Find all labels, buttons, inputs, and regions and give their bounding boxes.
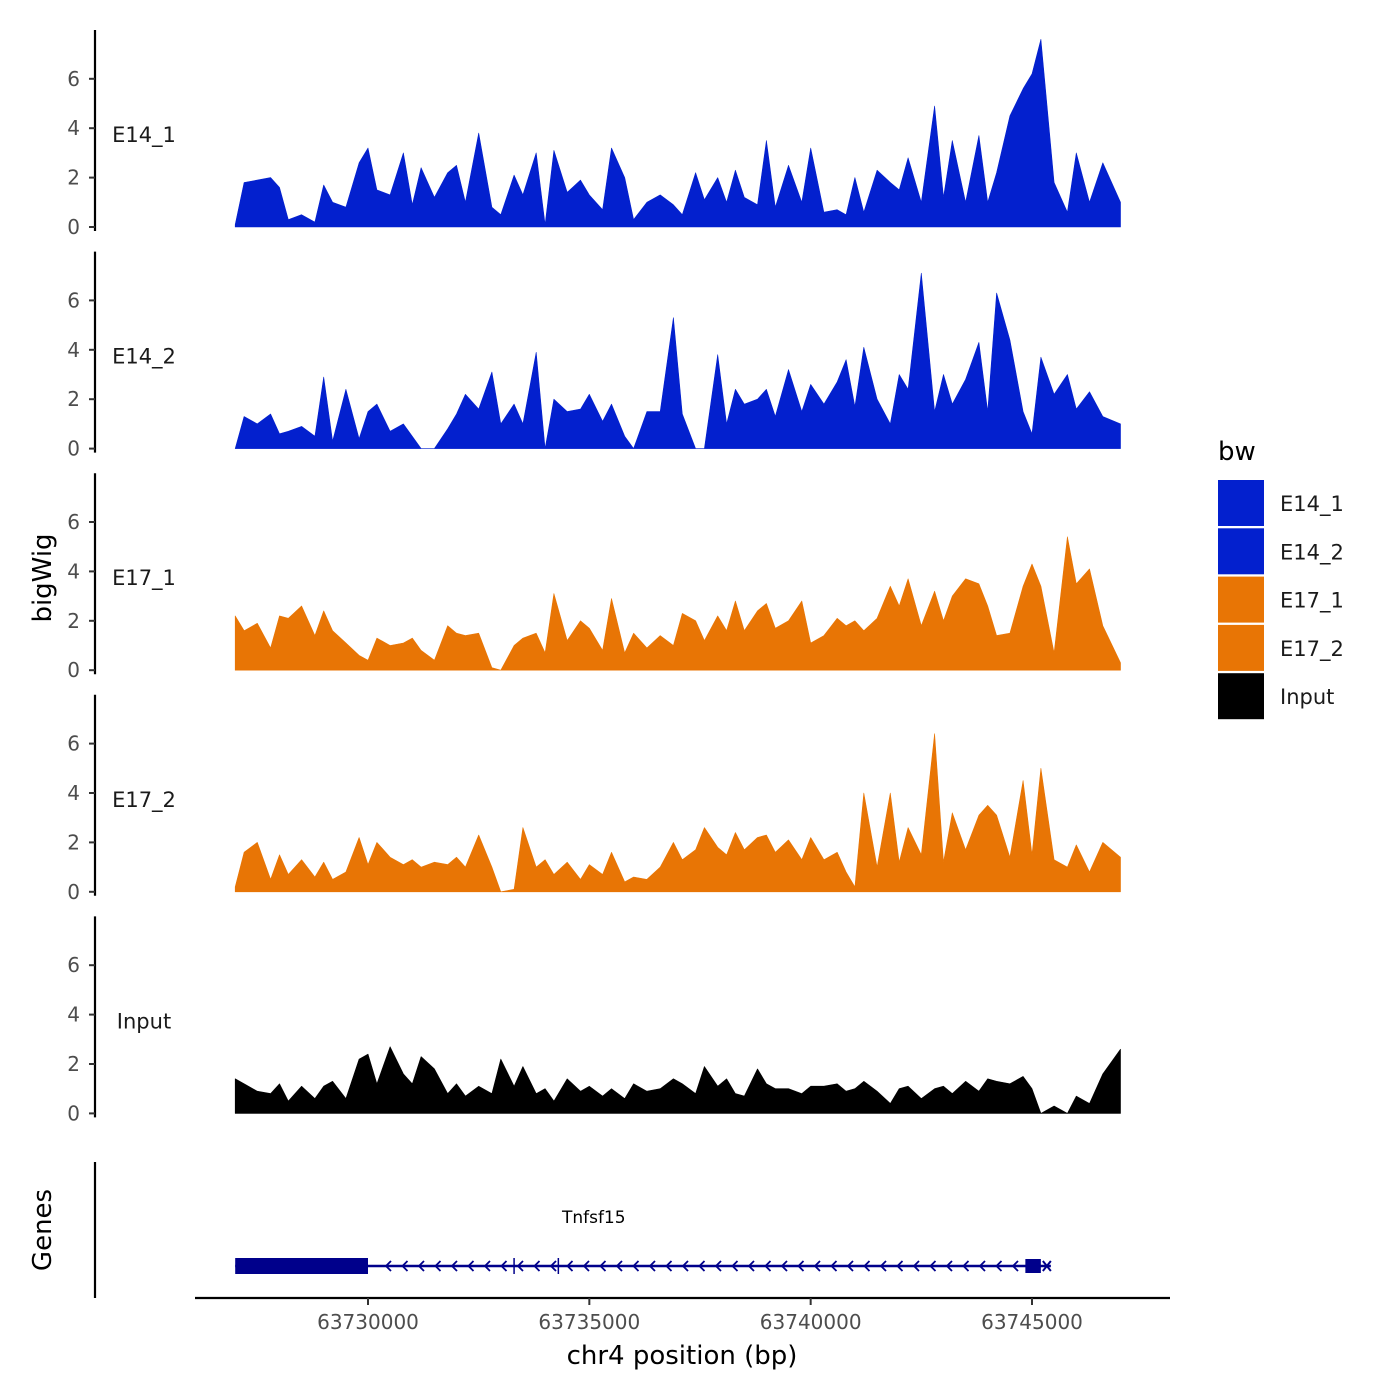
genes-panel: Genes Tnfsf15 — [28, 1162, 1052, 1298]
x-axis: 63730000 63735000 63740000 63745000 chr4 po… — [195, 1296, 1170, 1371]
legend-label: Input — [1280, 685, 1334, 709]
legend-entry: Input — [1218, 673, 1334, 720]
track-label-e17-2: E17_2 — [112, 788, 176, 813]
y-tick-label: 6 — [67, 67, 80, 91]
genes-axis-title: Genes — [28, 1189, 58, 1271]
legend-entry: E17_2 — [1218, 624, 1344, 671]
y-tick-label: 2 — [67, 166, 80, 190]
gene-end-marker — [1042, 1260, 1052, 1272]
y-tick-label: 6 — [67, 953, 80, 977]
legend-title: bw — [1218, 437, 1256, 467]
y-tick-label: 2 — [67, 609, 80, 633]
y-tick-label: 4 — [67, 781, 80, 805]
legend-swatch — [1218, 673, 1264, 720]
legend-entry: E14_1 — [1218, 480, 1344, 526]
legend-swatch — [1218, 528, 1264, 575]
track-e14-2: 0 2 4 6 E14_2 — [67, 251, 1121, 461]
legend-swatch — [1218, 480, 1264, 526]
y-tick-label: 0 — [67, 437, 80, 461]
legend-entry: E14_2 — [1218, 528, 1344, 575]
gene-tnfsf15: Tnfsf15 — [235, 1208, 1052, 1274]
track-label-e17-1: E17_1 — [112, 566, 176, 591]
gene-exon-block — [235, 1258, 368, 1274]
y-tick-label: 2 — [67, 387, 80, 411]
y-tick-label: 0 — [67, 1101, 80, 1125]
signal-area-e17-2 — [234, 733, 1121, 893]
gene-name-label: Tnfsf15 — [561, 1208, 626, 1228]
gene-strand-arrows — [384, 1260, 1019, 1272]
legend-label: E14_1 — [1280, 492, 1344, 517]
signal-area-e17-1 — [234, 536, 1121, 671]
x-tick-label: 63730000 — [317, 1310, 419, 1334]
signal-area-e14-2 — [234, 272, 1121, 449]
legend-entry: E17_1 — [1218, 576, 1344, 623]
y-tick-label: 0 — [67, 658, 80, 682]
legend: bw E14_1 E14_2 E17_1 E17_2 Input — [1218, 437, 1344, 720]
track-input: 0 2 4 6 Input — [67, 916, 1121, 1125]
y-tick-label: 4 — [67, 559, 80, 583]
y-tick-label: 4 — [67, 338, 80, 362]
legend-label: E17_2 — [1280, 637, 1344, 662]
track-e14-1: 0 2 4 6 E14_1 — [67, 30, 1121, 239]
legend-items: E14_1 E14_2 E17_1 E17_2 Input — [1218, 480, 1344, 720]
x-tick-label: 63735000 — [538, 1310, 640, 1334]
y-tick-label: 6 — [67, 288, 80, 312]
signal-area-input — [234, 1046, 1121, 1114]
y-tick-label: 2 — [67, 1052, 80, 1076]
y-tick-label: 0 — [67, 215, 80, 239]
x-tick-label: 63745000 — [981, 1310, 1083, 1334]
legend-swatch — [1218, 624, 1264, 671]
track-e17-2: 0 2 4 6 E17_2 — [67, 694, 1121, 904]
x-ticks: 63730000 63735000 63740000 63745000 — [317, 1298, 1083, 1334]
track-label-e14-2: E14_2 — [112, 345, 176, 370]
legend-label: E17_1 — [1280, 589, 1344, 614]
y-tick-label: 0 — [67, 880, 80, 904]
y-tick-label: 6 — [67, 732, 80, 756]
x-axis-title: chr4 position (bp) — [567, 1341, 798, 1371]
y-axis-title: bigWig — [28, 533, 58, 622]
y-tick-label: 4 — [67, 1003, 80, 1027]
track-e17-1: 0 2 4 6 E17_1 — [67, 473, 1121, 682]
gene-models: Tnfsf15 — [235, 1208, 1052, 1274]
track-label-e14-1: E14_1 — [112, 123, 176, 148]
signal-tracks: 0 2 4 6 E14_1 0 2 4 6 E14_2 0 2 4 6 E17_1 0 2 4 6 E17_2 0 2 4 6… — [67, 30, 1121, 1125]
track-label-input: Input — [117, 1009, 171, 1033]
signal-area-e14-1 — [234, 39, 1121, 228]
gene-exon-block — [1025, 1259, 1041, 1273]
y-tick-label: 2 — [67, 830, 80, 854]
legend-label: E14_2 — [1280, 540, 1344, 565]
y-tick-label: 4 — [67, 116, 80, 140]
legend-swatch — [1218, 576, 1264, 623]
x-tick-label: 63740000 — [760, 1310, 862, 1334]
y-tick-label: 6 — [67, 510, 80, 534]
